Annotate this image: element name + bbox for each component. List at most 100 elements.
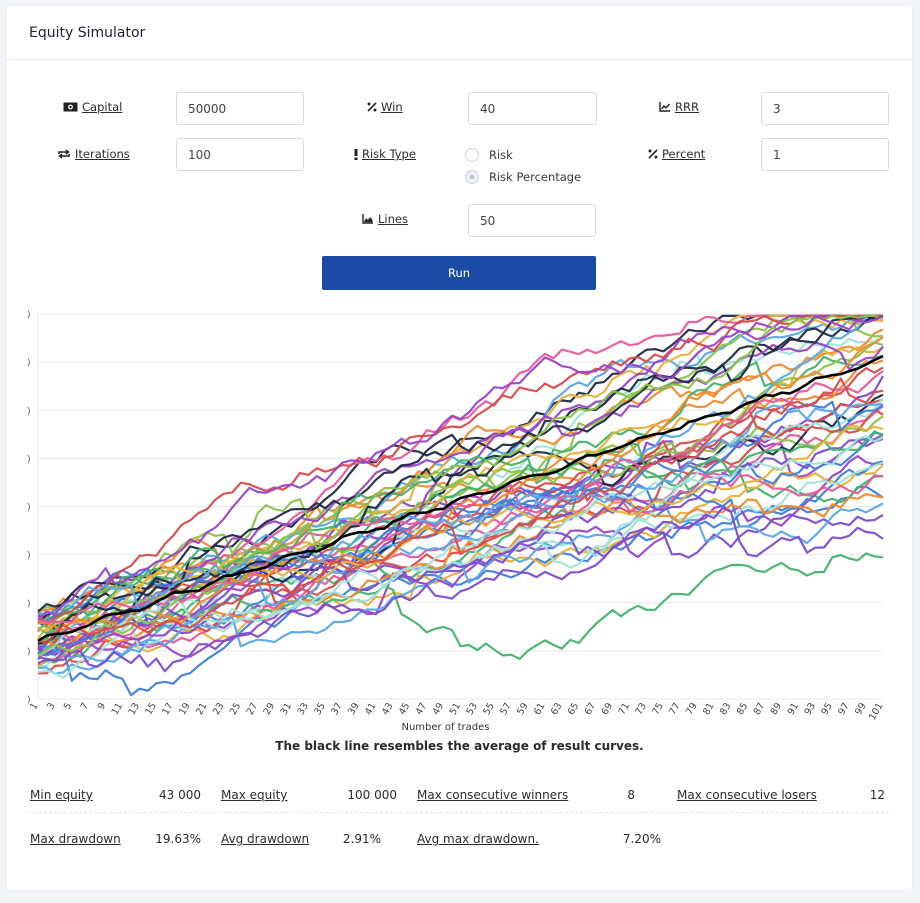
x-tick-label: 25 [228,701,244,717]
run-button[interactable]: Run [322,256,596,290]
x-tick-label: 1 [28,701,41,712]
series-line [37,415,884,615]
y-tick-label: ) [27,599,31,609]
max-consecutive-losers-value: 12 [869,788,885,802]
x-tick-label: 69 [600,701,616,717]
series-line [37,403,884,615]
max-equity-label: Max equity [221,788,288,802]
y-tick-label: ) [27,503,31,513]
x-tick-label: 5 [62,701,75,712]
x-tick-label: 11 [110,701,126,717]
x-tick-label: 101 [867,701,886,722]
series-line [37,497,884,675]
area-chart-icon [362,214,374,224]
percent-input[interactable] [761,138,889,171]
series-line [37,455,884,658]
x-tick-label: 51 [448,701,464,717]
x-tick-label: 35 [312,701,328,717]
avg-drawdown-value: 2.91% [342,832,381,846]
iterations-input[interactable] [176,138,304,171]
x-tick-label: 67 [583,701,599,717]
x-tick-label: 91 [786,701,802,717]
max-consecutive-losers-label: Max consecutive losers [677,788,817,802]
risk-type-label: Risk Type [354,147,416,161]
x-tick-label: 81 [701,701,717,717]
x-tick-label: 59 [515,701,531,717]
y-tick-label: ) [27,455,31,465]
avg-max-drawdown-label: Avg max drawdown. [417,832,539,846]
x-tick-label: 33 [295,701,311,717]
line-chart-icon [659,102,671,112]
risk-percentage-radio[interactable] [465,170,479,184]
series-line [37,377,884,645]
x-tick-label: 85 [735,701,751,717]
capital-input[interactable] [176,92,304,125]
max-drawdown-value: 19.63% [155,832,201,846]
series-line [37,328,884,612]
series-line [37,314,883,663]
x-tick-label: 55 [481,701,497,717]
win-input[interactable] [468,92,597,125]
max-consecutive-winners-label: Max consecutive winners [417,788,569,802]
series-line [37,314,884,613]
y-tick-label: ) [27,647,31,657]
lines-label: Lines [362,212,408,226]
min-equity-value: 43 000 [159,788,201,802]
x-tick-label: 65 [566,701,582,717]
y-tick-label: ) [27,311,31,321]
rrr-input[interactable] [761,92,889,125]
simulator-card: Equity Simulator Capital Win RRR Iterati… [7,6,912,890]
repeat-icon [57,149,71,159]
x-tick-label: 41 [363,701,379,717]
risk-radio[interactable] [465,148,479,162]
risk-percentage-radio-option[interactable]: Risk Percentage [465,170,581,184]
series-group [37,314,884,697]
percent-icon [367,102,377,112]
series-line [37,370,884,624]
series-line [37,314,884,657]
max-drawdown-label: Max drawdown [30,832,121,846]
max-equity-value: 100 000 [347,788,397,802]
win-label: Win [367,100,403,114]
series-line [37,430,884,635]
x-tick-label: 83 [718,701,734,717]
y-tick-label: ) [27,407,31,417]
x-tick-label: 17 [160,701,176,717]
x-tick-label: 75 [650,701,666,717]
x-tick-label: 31 [279,701,295,717]
x-tick-label: 79 [684,701,700,717]
min-equity-label: Min equity [30,788,93,802]
stats-divider [29,812,889,813]
x-tick-label: 3 [45,701,58,712]
x-tick-label: 47 [414,701,430,717]
x-tick-label: 93 [802,701,818,717]
series-line [37,314,883,626]
x-tick-label: 63 [549,701,565,717]
x-tick-label: 99 [853,701,869,717]
x-tick-label: 49 [431,701,447,717]
x-tick-label: 95 [819,701,835,717]
percent-icon [648,149,658,159]
series-line [37,433,884,654]
y-tick-label: ) [27,551,31,561]
series-line [37,552,884,660]
average-line [37,355,884,642]
y-tick-label: ) [27,696,31,706]
page-title: Equity Simulator [29,24,146,41]
series-line [37,314,884,639]
x-tick-label: 13 [126,701,142,717]
series-line [37,314,884,621]
avg-max-drawdown-value: 7.20% [622,832,661,846]
y-tick-label: ) [27,359,31,369]
x-tick-label: 53 [464,701,480,717]
x-tick-label: 73 [633,701,649,717]
x-tick-label: 15 [143,701,159,717]
max-consecutive-winners-value: 8 [627,788,635,802]
series-line [37,335,884,669]
money-icon [63,102,78,112]
percent-label: Percent [648,147,705,161]
x-tick-label: 39 [346,701,362,717]
risk-radio-option[interactable]: Risk [465,148,513,162]
lines-input[interactable] [468,204,596,237]
capital-label: Capital [63,100,122,114]
